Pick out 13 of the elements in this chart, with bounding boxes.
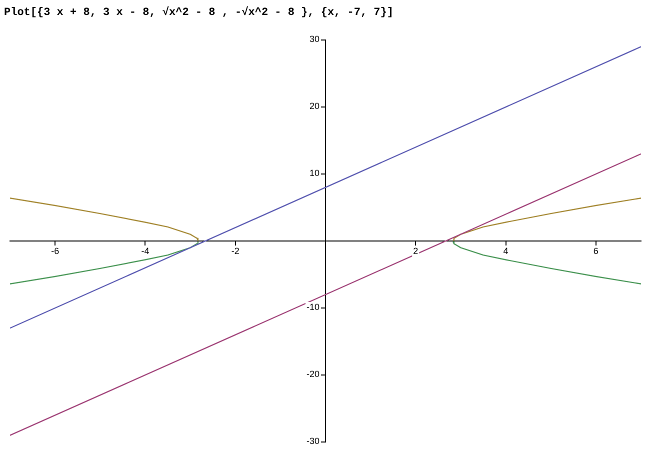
y-tick-label: 20 [309,100,320,111]
x-tick-label: -6 [51,246,60,256]
y-tick-label: -30 [306,436,320,446]
x-tick-label: -4 [141,246,150,256]
x-tick-label: 2 [413,246,418,256]
chart-title: Plot[{3 x + 8, 3 x - 8, √x^2 - 8 , -√x^2 - 8 }, {x, -7, 7}] [3,5,394,21]
x-tick-label: 6 [593,246,598,256]
y-tick-label: -10 [306,302,320,312]
y-tick-label: 30 [309,34,320,44]
x-tick-label: 4 [503,246,508,256]
x-tick-label: -2 [231,246,240,256]
y-tick-label: -20 [306,368,320,379]
y-tick-label: 10 [309,168,320,178]
